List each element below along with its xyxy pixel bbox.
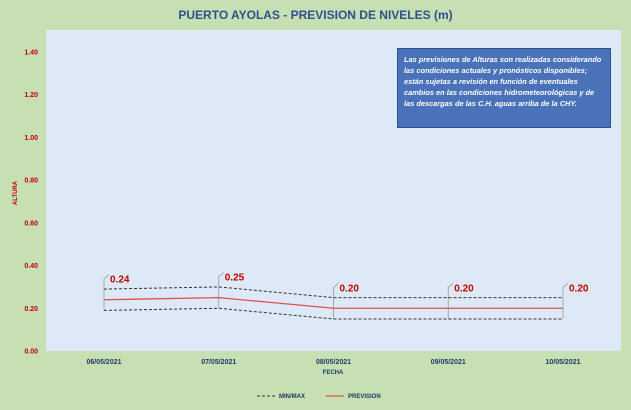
- data-label: 0.20: [340, 283, 360, 294]
- x-tick-label: 06/05/2021: [86, 359, 121, 366]
- chart-title: PUERTO AYOLAS - PREVISION DE NIVELES (m): [178, 8, 453, 22]
- x-axis-ticks: 06/05/2021 07/05/2021 08/05/2021 09/05/2021…: [86, 359, 580, 366]
- legend: MIN/MAX PREVISION: [257, 394, 381, 400]
- y-axis-ticks: 0.00 0.20 0.40 0.60 0.80 1.00 1.20 1.40: [24, 50, 38, 356]
- y-tick-label: 0.40: [24, 263, 38, 270]
- y-tick-label: 0.00: [24, 349, 38, 356]
- series-max-line: [103, 286, 563, 299]
- label-leader: [103, 274, 110, 280]
- data-label: 0.20: [454, 283, 474, 294]
- label-leader: [333, 282, 339, 288]
- data-label: 0.24: [110, 275, 130, 286]
- legend-prevision-label: PREVISION: [348, 394, 381, 400]
- y-tick-label: 0.80: [24, 178, 38, 185]
- x-tick-label: 10/05/2021: [545, 359, 580, 366]
- x-tick-label: 09/05/2021: [431, 359, 466, 366]
- y-tick-label: 1.00: [24, 135, 38, 142]
- series-min-line: [103, 307, 563, 320]
- y-tick-label: 1.20: [24, 92, 38, 99]
- x-tick-label: 08/05/2021: [316, 359, 351, 366]
- note-text: Las previsiones de Alturas son realizada…: [404, 55, 602, 108]
- data-label: 0.20: [569, 283, 589, 294]
- x-tick-label: 07/05/2021: [201, 359, 236, 366]
- series-layer: 0.24 0.25 0.20 0.20 0.20: [103, 272, 589, 320]
- x-axis-label: FECHA: [323, 370, 344, 376]
- note-box: Las previsiones de Alturas son realizada…: [397, 48, 611, 128]
- label-leader: [448, 282, 454, 288]
- data-label: 0.25: [225, 273, 245, 284]
- label-leader: [562, 282, 569, 288]
- y-tick-label: 0.20: [24, 306, 38, 313]
- y-tick-label: 0.60: [24, 220, 38, 227]
- legend-minmax-label: MIN/MAX: [279, 394, 305, 400]
- y-tick-label: 1.40: [24, 50, 38, 57]
- y-axis-label: ALTURA: [13, 180, 19, 205]
- label-leader: [218, 272, 224, 277]
- series-prevision-line: [103, 296, 563, 309]
